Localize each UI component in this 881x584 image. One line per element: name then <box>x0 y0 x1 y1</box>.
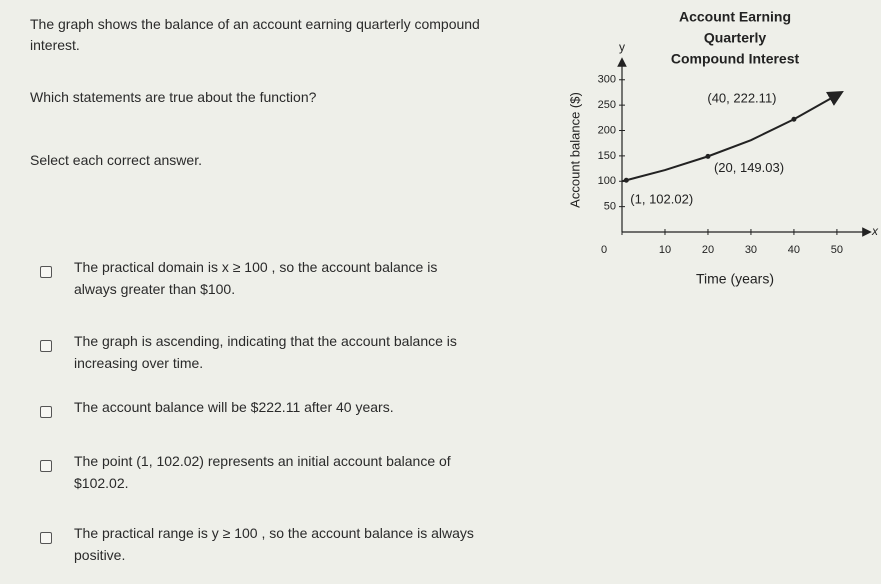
y-tick-label: 150 <box>598 150 616 162</box>
checkbox[interactable] <box>40 266 52 278</box>
chart-title: Account Earning <box>679 9 791 25</box>
x-axis-letter: x <box>871 224 879 238</box>
point-label: (40, 222.11) <box>707 91 776 106</box>
checkbox[interactable] <box>40 460 52 472</box>
point <box>623 177 629 183</box>
instruction: Select each correct answer. <box>30 152 202 168</box>
choice-text: The practical domain is x ≥ 100 , so the… <box>74 259 438 297</box>
choice-text: The practical range is y ≥ 100 , so the … <box>74 525 474 563</box>
x-tick-label: 20 <box>702 244 714 256</box>
x-tick-label: 50 <box>831 244 843 256</box>
point-label: (20, 149.03) <box>714 160 784 175</box>
x-axis-label: Time (years) <box>696 271 774 287</box>
y-axis-letter: y <box>619 40 625 54</box>
y-tick-label: 250 <box>598 99 616 111</box>
chart-title: Compound Interest <box>671 51 800 67</box>
choice-text: The point (1, 102.02) represents an init… <box>74 453 451 491</box>
y-tick-label: 50 <box>604 201 616 213</box>
checkbox[interactable] <box>40 340 52 352</box>
point-label: (1, 102.02) <box>630 192 693 207</box>
y-tick-label: 100 <box>598 175 616 187</box>
point <box>791 116 797 122</box>
x-tick-label: 0 <box>601 244 607 256</box>
chart-title: Quarterly <box>704 30 766 46</box>
choice-text: The account balance will be $222.11 afte… <box>74 399 394 415</box>
y-tick-label: 300 <box>598 74 616 86</box>
checkbox[interactable] <box>40 532 52 544</box>
x-tick-label: 40 <box>788 244 800 256</box>
y-tick-label: 200 <box>598 124 616 136</box>
x-tick-label: 10 <box>659 244 671 256</box>
y-axis-label: Account balance ($) <box>567 92 582 208</box>
prompt: Which statements are true about the func… <box>30 89 317 105</box>
point <box>705 153 711 159</box>
choice-text: The graph is ascending, indicating that … <box>74 333 457 371</box>
x-tick-label: 30 <box>745 244 757 256</box>
intro: The graph shows the balance of an accoun… <box>30 16 480 53</box>
checkbox[interactable] <box>40 406 52 418</box>
